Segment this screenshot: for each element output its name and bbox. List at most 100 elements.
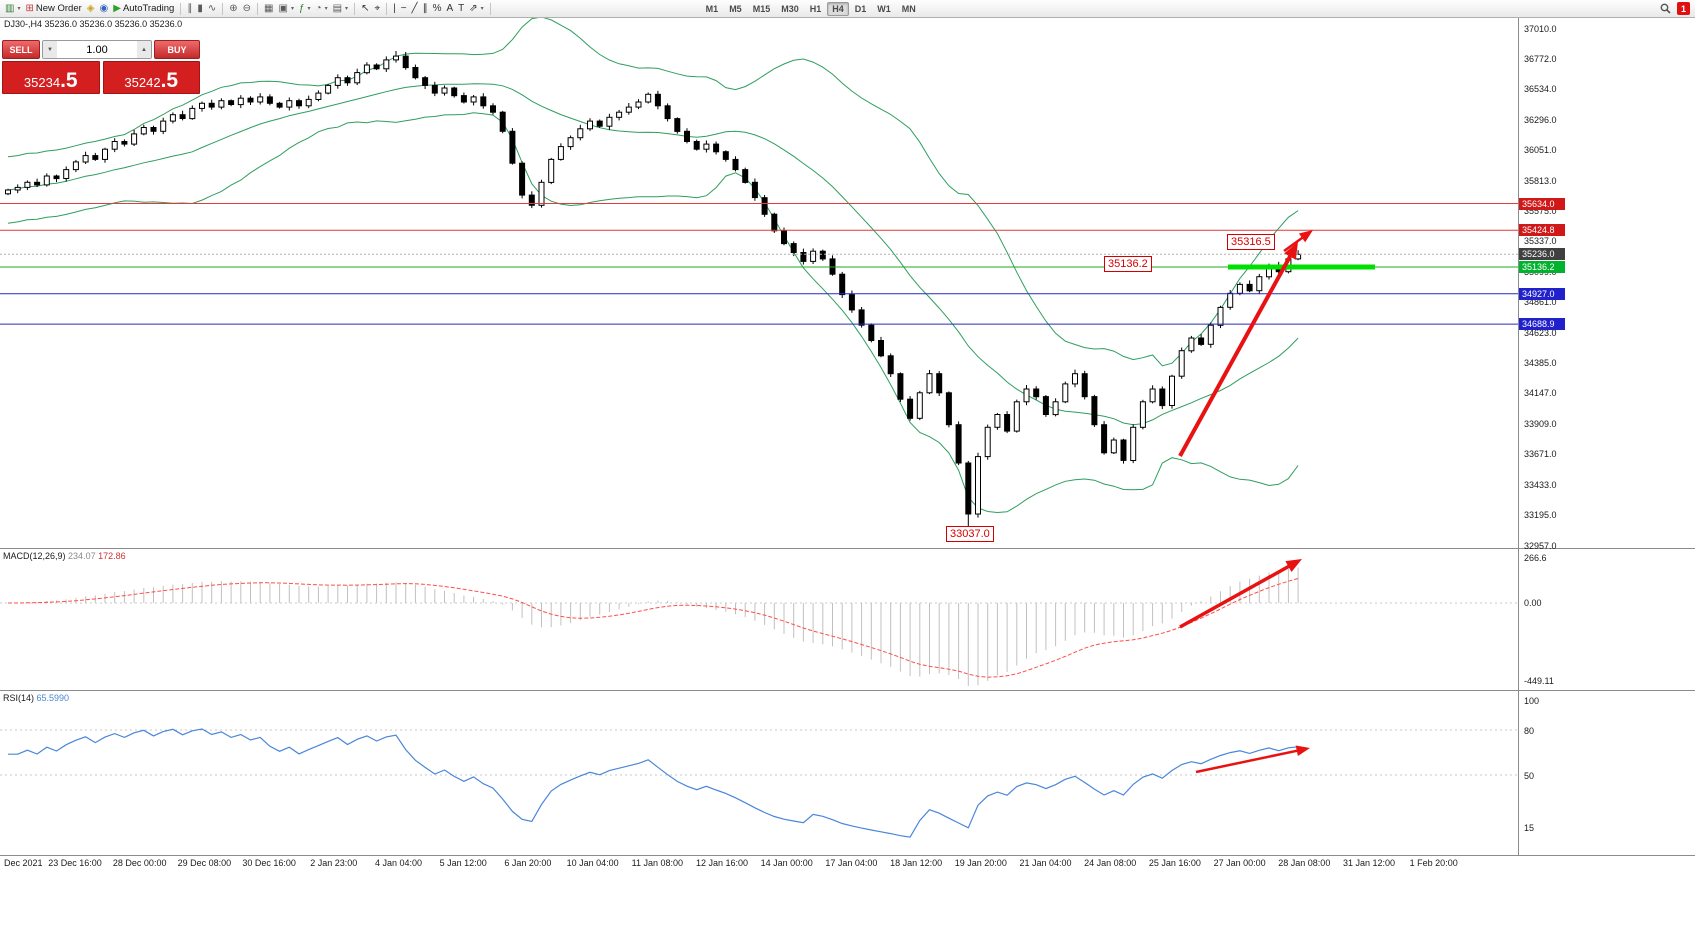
zoom-out-icon[interactable]: ⊖ bbox=[241, 1, 253, 16]
vertical-line-icon: | bbox=[393, 2, 396, 14]
metaeditor-icon[interactable]: ◈ bbox=[85, 1, 97, 16]
timeframe-d1-button[interactable]: D1 bbox=[854, 3, 867, 14]
support-zone-segment[interactable] bbox=[1228, 264, 1375, 270]
autotrading-icon: ▶ bbox=[113, 2, 121, 14]
channel-icon: ∥ bbox=[422, 2, 428, 14]
rsi-line bbox=[8, 728, 1299, 838]
macd-axis-min: -449.11 bbox=[1524, 676, 1554, 686]
timeframe-m30-button[interactable]: M30 bbox=[781, 3, 799, 14]
sell-button[interactable]: SELL bbox=[2, 40, 40, 59]
rsi-axis-label: 80 bbox=[1524, 725, 1535, 736]
time-axis-label: 30 Dec 16:00 bbox=[242, 858, 296, 868]
line-chart-icon: ∿ bbox=[207, 2, 217, 14]
price-axis-label: 35813.0 bbox=[1524, 175, 1557, 186]
autotrading-button[interactable]: ▶ AutoTrading bbox=[111, 1, 176, 16]
fibonacci-icon[interactable]: % bbox=[431, 1, 444, 16]
rsi-label: RSI(14) 65.5990 bbox=[3, 693, 69, 703]
auto-arrange-icon[interactable]: ▣ ▾ bbox=[276, 1, 295, 16]
trend-arrow-head bbox=[1285, 559, 1302, 572]
trendline-icon[interactable]: ╱ bbox=[410, 1, 420, 16]
indicators-icon[interactable]: ƒ ▾ bbox=[297, 1, 313, 16]
timeframe-w1-button[interactable]: W1 bbox=[877, 3, 891, 14]
periods-icon[interactable]: ◔ ▾ bbox=[314, 1, 330, 16]
trade-prices-row: 35234.5 35242.5 bbox=[2, 61, 200, 94]
price-axis-label: 33433.0 bbox=[1524, 479, 1557, 490]
timeframe-m15-button[interactable]: M15 bbox=[752, 3, 771, 14]
notification-badge[interactable]: 1 bbox=[1677, 2, 1690, 15]
new-order-button[interactable]: ⊞ New Order bbox=[23, 1, 83, 16]
time-axis-label: Dec 2021 bbox=[4, 858, 43, 868]
arrows-tool-icon[interactable]: ⇗ ▾ bbox=[467, 1, 485, 16]
rsi-name: RSI(14) bbox=[3, 693, 35, 703]
timeframe-m1-button[interactable]: M1 bbox=[705, 3, 719, 14]
price-annotation[interactable]: 35136.2 bbox=[1104, 256, 1152, 272]
time-axis-label: 27 Jan 00:00 bbox=[1213, 858, 1266, 868]
dropdown-caret-icon: ▾ bbox=[345, 5, 349, 12]
price-axis-label: 34147.0 bbox=[1524, 388, 1557, 399]
new-chart-icon[interactable]: ▥ ▾ bbox=[3, 1, 22, 16]
toolbar-separator bbox=[386, 2, 388, 15]
timeframe-h1-button[interactable]: H1 bbox=[809, 3, 822, 14]
buy-button[interactable]: BUY bbox=[154, 40, 200, 59]
timeframe-m5-button[interactable]: M5 bbox=[729, 3, 742, 14]
rsi-indicator-chart[interactable] bbox=[0, 691, 1518, 855]
lot-size-input[interactable] bbox=[57, 41, 137, 58]
price-axis-label: 34623.0 bbox=[1524, 327, 1557, 338]
bollinger-upper bbox=[7, 18, 1299, 367]
price-axis-label: 36051.0 bbox=[1524, 145, 1557, 156]
time-axis-label: 11 Jan 08:00 bbox=[631, 858, 683, 868]
candles-chart-icon: ▮ bbox=[197, 2, 203, 14]
channel-icon[interactable]: ∥ bbox=[421, 1, 430, 16]
price-axis-label: 33671.0 bbox=[1524, 449, 1557, 460]
horizontal-line-icon: − bbox=[400, 2, 407, 14]
buy-price-main: 35242 bbox=[124, 75, 161, 90]
trend-arrow[interactable] bbox=[1179, 562, 1295, 629]
crosshair-icon[interactable]: ⌖ bbox=[372, 1, 382, 16]
toolbar-separator bbox=[180, 2, 182, 15]
candles-chart-icon[interactable]: ▮ bbox=[195, 1, 205, 16]
timeframe-h4-button[interactable]: H4 bbox=[827, 1, 849, 16]
search-icon[interactable] bbox=[1658, 1, 1673, 16]
price-tag-34688.9: 34688.9 bbox=[1519, 318, 1565, 331]
bars-chart-icon[interactable]: ∥ bbox=[185, 1, 194, 16]
timeframe-mn-button[interactable]: MN bbox=[901, 3, 916, 14]
main-macd-separator[interactable] bbox=[0, 548, 1695, 549]
trend-arrow[interactable] bbox=[1178, 250, 1295, 457]
lot-decrease-button[interactable]: ▼ bbox=[43, 41, 57, 58]
sell-price-display[interactable]: 35234.5 bbox=[2, 61, 100, 94]
time-axis-label: 5 Jan 12:00 bbox=[439, 858, 487, 868]
zoom-in-icon[interactable]: ⊕ bbox=[227, 1, 239, 16]
price-axis-label: 33909.0 bbox=[1524, 418, 1557, 429]
text-icon: A bbox=[446, 2, 454, 14]
templates-icon[interactable]: ▤ ▾ bbox=[331, 1, 350, 16]
macd-signal-line bbox=[8, 578, 1299, 678]
cursor-icon[interactable]: ↖ bbox=[359, 1, 371, 16]
tile-windows-icon[interactable]: ▦ bbox=[262, 1, 275, 16]
trade-buttons-row: SELL ▼ ▲ BUY bbox=[2, 40, 200, 59]
dropdown-caret-icon: ▾ bbox=[17, 5, 21, 12]
text-label-icon[interactable]: T bbox=[456, 1, 466, 16]
horizontal-line-icon[interactable]: − bbox=[399, 1, 409, 16]
market-watch-icon[interactable]: ◉ bbox=[98, 1, 111, 16]
crosshair-icon: ⌖ bbox=[374, 2, 381, 14]
toolbar: ▥ ▾ ⊞ New Order ◈ ◉ ▶ AutoTrading ∥ ▮ ∿ ⊕ ⊖ ▦ ▣ ▾ ƒ ▾ ◔ ▾ ▤ ▾… bbox=[0, 0, 1695, 18]
price-tag-35424.8: 35424.8 bbox=[1519, 224, 1565, 237]
vertical-line-icon[interactable]: | bbox=[391, 1, 398, 16]
line-chart-icon[interactable]: ∿ bbox=[206, 1, 218, 16]
rsi-axis-label: 100 bbox=[1524, 695, 1540, 706]
price-annotation[interactable]: 33037.0 bbox=[946, 526, 994, 542]
price-axis-label: 34385.0 bbox=[1524, 358, 1557, 369]
time-axis-label: 21 Jan 04:00 bbox=[1019, 858, 1072, 868]
price-annotation[interactable]: 35316.5 bbox=[1227, 234, 1275, 250]
lot-increase-button[interactable]: ▲ bbox=[137, 41, 151, 58]
trend-arrow[interactable] bbox=[1195, 748, 1302, 774]
main-price-chart[interactable] bbox=[0, 18, 1518, 548]
buy-price-display[interactable]: 35242.5 bbox=[102, 61, 200, 94]
price-axis-label: 36534.0 bbox=[1524, 84, 1557, 95]
macd-indicator-chart[interactable] bbox=[0, 549, 1518, 690]
bollinger-middle bbox=[7, 83, 1299, 426]
text-icon[interactable]: A bbox=[444, 1, 455, 16]
macd-main-value: 234.07 bbox=[68, 551, 96, 561]
macd-rsi-separator[interactable] bbox=[0, 690, 1695, 691]
toolbar-buttons: ▥ ▾ ⊞ New Order ◈ ◉ ▶ AutoTrading ∥ ▮ ∿ ⊕ ⊖ ▦ ▣ ▾ ƒ ▾ ◔ ▾ ▤ ▾… bbox=[3, 1, 1657, 16]
